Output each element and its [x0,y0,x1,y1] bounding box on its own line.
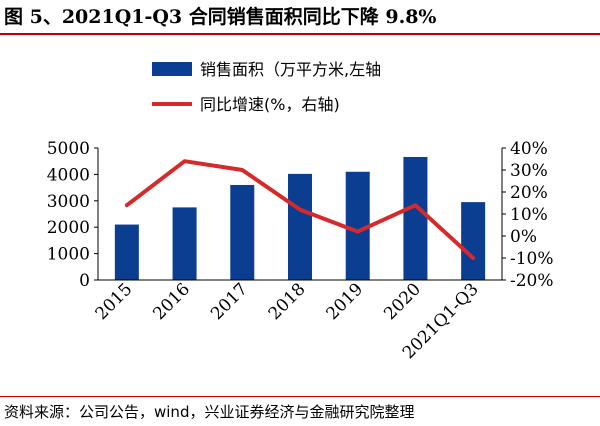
bar-2021Q1-Q3 [461,202,486,280]
right-tick-label: 0% [510,227,537,247]
right-tick-label: 10% [510,205,548,225]
category-label: 2018 [265,279,310,324]
bar-2016 [172,207,197,280]
top-rule [0,33,600,35]
bar-2015 [114,224,139,280]
left-axis-ticks: 0 1000 2000 3000 4000 5000 [47,139,98,291]
legend-bar-swatch [152,62,192,76]
source-note: 资料来源：公司公告，wind，兴业证券经济与金融研究院整理 [4,403,415,421]
category-label: 2015 [92,279,137,324]
right-axis-ticks: -20%-10%0%10%20%30%40% [502,139,554,291]
legend-line-swatch [152,102,192,106]
right-tick-label: 40% [510,139,548,159]
left-tick-label: 4000 [47,165,90,185]
category-label: 2020 [380,279,425,324]
left-tick-label: 1000 [47,245,90,265]
left-tick-label: 2000 [47,218,90,238]
growth-line [124,159,476,260]
legend-line-label: 同比增速(%，右轴) [200,95,340,114]
right-tick-label: 30% [510,161,548,181]
right-tick-label: -10% [510,249,554,269]
category-label: 2019 [323,279,368,324]
bar-2017 [230,184,255,280]
left-tick-label: 3000 [47,192,90,212]
chart: 销售面积（万平方米,左轴 同比增速(%，右轴) 0 1000 2000 3000 400… [47,60,554,363]
figure-title: 图 5、2021Q1-Q3 合同销售面积同比下降 9.8% [4,6,437,28]
left-tick-label: 5000 [47,139,90,159]
category-label: 2016 [149,279,194,324]
bar-2018 [288,173,312,280]
bar-2020 [403,156,428,280]
left-tick-label: 0 [79,271,90,291]
right-tick-label: -20% [510,271,554,291]
right-tick-label: 20% [510,183,548,203]
bottom-rule [0,396,600,397]
legend-bar-label: 销售面积（万平方米,左轴 [200,60,381,79]
bar-series [114,156,486,280]
category-label: 2017 [207,279,252,324]
